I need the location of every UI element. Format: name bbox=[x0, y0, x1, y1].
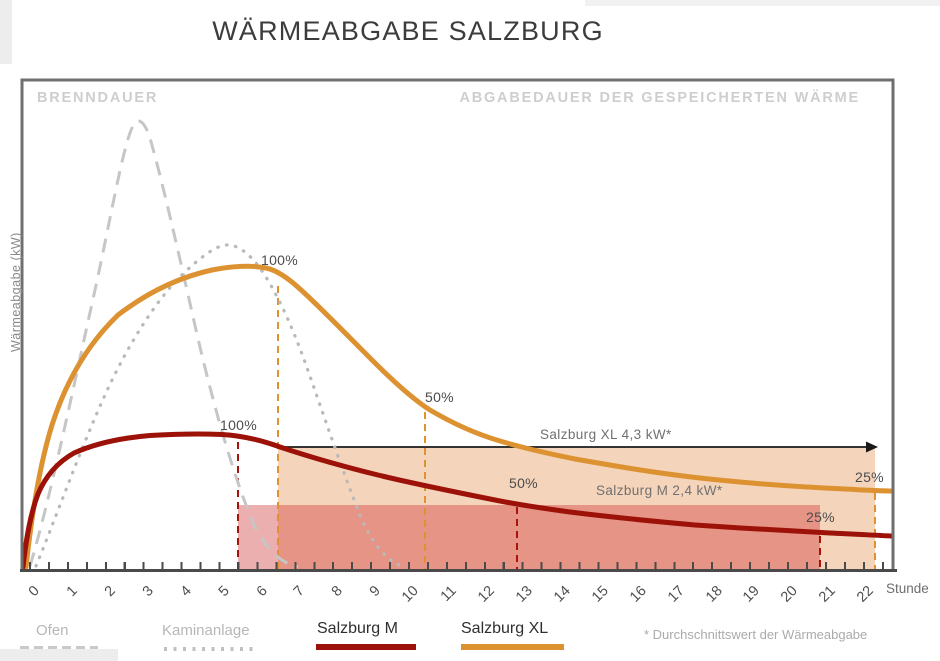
plot-border bbox=[20, 78, 895, 570]
x-axis-ticks bbox=[29, 562, 886, 570]
legend-swatch-salzburg-m bbox=[316, 644, 416, 650]
xl-50pct-label: 50% bbox=[425, 389, 454, 405]
burn-duration-header: BRENNDAUER bbox=[37, 90, 159, 106]
page-title: WÄRMEABGABE SALZBURG bbox=[212, 16, 604, 46]
page-margin-top-right bbox=[585, 0, 940, 6]
legend-label-salzburg-xl: Salzburg XL bbox=[461, 620, 549, 637]
x-axis-line bbox=[20, 569, 897, 572]
m-stored-heat-band bbox=[238, 505, 820, 569]
xl-100pct-label: 100% bbox=[261, 252, 299, 268]
m-50pct-label: 50% bbox=[509, 475, 538, 491]
m-25pct-label: 25% bbox=[806, 509, 835, 525]
legend-swatch-kaminanlage bbox=[164, 647, 256, 651]
legend-swatch-ofen bbox=[20, 646, 98, 649]
xl-average-label: Salzburg XL 4,3 kW* bbox=[540, 427, 672, 442]
y-axis-label: Wärmeabgabe (kW) bbox=[9, 232, 23, 352]
legend-swatch-salzburg-xl bbox=[461, 644, 564, 650]
legend-label-kaminanlage: Kaminanlage bbox=[162, 622, 250, 639]
xl-25pct-label: 25% bbox=[855, 469, 884, 485]
salzburg-m-curve bbox=[20, 431, 895, 570]
page-margin-bottom-left bbox=[0, 649, 118, 661]
legend-label-ofen: Ofen bbox=[36, 622, 69, 639]
stored-heat-duration-header: ABGABEDAUER DER GESPEICHERTEN WÄRME bbox=[459, 90, 860, 106]
x-axis-unit-label: Stunde bbox=[886, 581, 929, 596]
legend-label-salzburg-m: Salzburg M bbox=[317, 620, 398, 637]
kaminanlage-curve bbox=[34, 243, 406, 569]
ofen-curve bbox=[28, 119, 299, 569]
page-margin-top-left bbox=[0, 0, 12, 64]
m-average-label: Salzburg M 2,4 kW* bbox=[596, 483, 723, 498]
m-100pct-label: 100% bbox=[220, 417, 258, 433]
xl-average-arrowhead-icon bbox=[866, 441, 878, 453]
salzburg-xl-curve bbox=[23, 263, 895, 570]
average-footnote: * Durchschnittswert der Wärmeabgabe bbox=[644, 627, 868, 642]
